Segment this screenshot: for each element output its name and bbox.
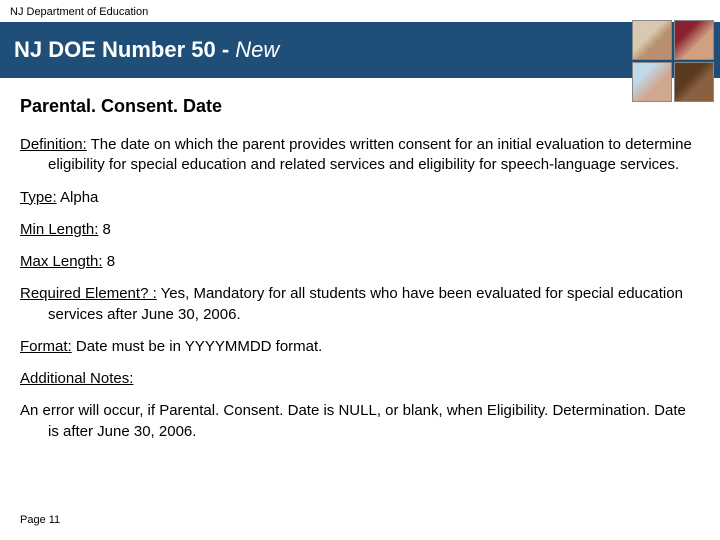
photo-1	[632, 20, 672, 60]
page-number: Page 11	[20, 514, 60, 526]
notes-label-field: Additional Notes:	[20, 369, 696, 389]
type-text: Alpha	[57, 189, 99, 206]
max-length-field: Max Length: 8	[20, 252, 696, 272]
slide-title: NJ DOE Number 50 - New	[14, 37, 279, 63]
photo-3	[632, 62, 672, 102]
definition-text: The date on which the parent provides wr…	[48, 136, 692, 173]
required-label: Required Element? :	[20, 285, 157, 302]
type-field: Type: Alpha	[20, 188, 696, 208]
title-suffix-italic: New	[235, 37, 279, 62]
max-length-text: 8	[103, 253, 116, 270]
field-heading: Parental. Consent. Date	[20, 96, 696, 117]
photo-4	[674, 62, 714, 102]
title-bar: NJ DOE Number 50 - New	[0, 22, 720, 78]
format-text: Date must be in YYYYMMDD format.	[72, 338, 323, 355]
photo-2	[674, 20, 714, 60]
min-length-label: Min Length:	[20, 221, 98, 238]
photo-grid	[632, 20, 714, 102]
min-length-field: Min Length: 8	[20, 220, 696, 240]
definition-field: Definition: The date on which the parent…	[20, 135, 696, 176]
max-length-label: Max Length:	[20, 253, 103, 270]
notes-label: Additional Notes:	[20, 370, 133, 387]
type-label: Type:	[20, 189, 57, 206]
notes-body: An error will occur, if Parental. Consen…	[20, 401, 696, 442]
definition-label: Definition:	[20, 136, 87, 153]
required-field: Required Element? : Yes, Mandatory for a…	[20, 284, 696, 325]
content-area: Parental. Consent. Date Definition: The …	[0, 78, 720, 442]
department-label: NJ Department of Education	[0, 0, 720, 22]
format-label: Format:	[20, 338, 72, 355]
min-length-text: 8	[98, 221, 111, 238]
format-field: Format: Date must be in YYYYMMDD format.	[20, 337, 696, 357]
title-prefix: NJ DOE Number 50 -	[14, 37, 235, 62]
